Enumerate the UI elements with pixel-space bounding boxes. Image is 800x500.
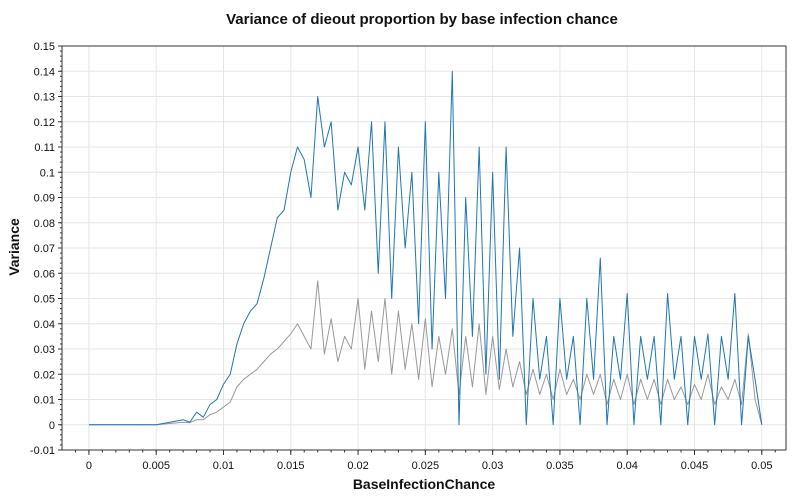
y-tick-label: 0.01	[34, 395, 55, 407]
series-2	[88, 280, 763, 426]
x-tick-label: 0.01	[213, 460, 234, 472]
y-tick-label: 0.03	[34, 344, 55, 356]
x-tick-label: 0.03	[482, 460, 503, 472]
x-tick-label: 0.005	[142, 460, 170, 472]
y-tick-label: 0.02	[34, 369, 55, 381]
x-tick-label: 0.015	[277, 460, 305, 472]
y-axis-label: Variance	[6, 218, 22, 276]
y-tick-label: 0.05	[34, 294, 55, 306]
y-tick-label: 0	[49, 420, 55, 432]
x-tick-label: 0.04	[616, 460, 637, 472]
y-tick-label: 0.06	[34, 268, 55, 280]
series-line	[88, 70, 763, 426]
x-tick-label: 0.045	[681, 460, 709, 472]
chart-title: Variance of dieout proportion by base in…	[226, 11, 618, 28]
series-1	[88, 70, 763, 426]
y-tick-label: -0.01	[30, 445, 55, 457]
y-tick-label: 0.04	[34, 319, 55, 331]
x-tick-label: 0	[86, 460, 92, 472]
y-tick-label: 0.07	[34, 243, 55, 255]
y-tick-label: 0.15	[34, 41, 55, 53]
y-tick-label: 0.13	[34, 92, 55, 104]
axes: -0.01 0 0.01 0.02 0.03 0.04 0.05 0.06 0.07 0.08 0.…	[30, 41, 776, 472]
y-tick-label: 0.1	[40, 167, 55, 179]
y-tick-label: 0.12	[34, 117, 55, 129]
x-tick-label: 0.02	[347, 460, 368, 472]
series-layer	[88, 70, 763, 426]
series-line	[88, 280, 763, 426]
x-tick-label: 0.025	[412, 460, 440, 472]
y-tick-label: 0.08	[34, 218, 55, 230]
y-tick-label: 0.09	[34, 193, 55, 205]
x-axis-label: BaseInfectionChance	[353, 476, 496, 492]
grid	[62, 45, 786, 451]
y-tick-label: 0.11	[34, 142, 55, 154]
y-tick-label: 0.14	[34, 66, 55, 78]
x-tick-label: 0.05	[751, 460, 772, 472]
x-tick-label: 0.035	[546, 460, 574, 472]
